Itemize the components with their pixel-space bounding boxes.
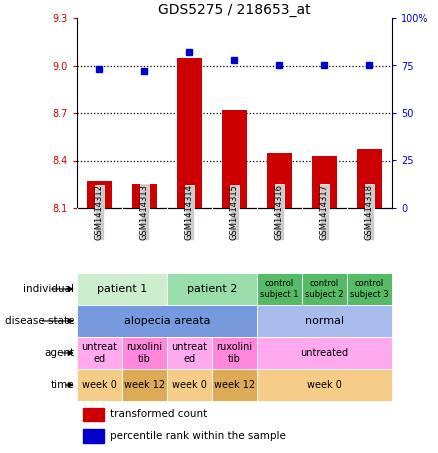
Bar xyxy=(357,149,382,208)
Text: patient 2: patient 2 xyxy=(187,284,237,294)
Bar xyxy=(77,369,122,401)
Text: control
subject 1: control subject 1 xyxy=(260,280,299,299)
Bar xyxy=(177,58,201,208)
Text: GSM1414316: GSM1414316 xyxy=(275,184,284,241)
Text: transformed count: transformed count xyxy=(110,410,207,419)
Text: GSM1414318: GSM1414318 xyxy=(365,184,374,241)
Bar xyxy=(132,184,157,208)
Bar xyxy=(302,273,347,305)
Title: GDS5275 / 218653_at: GDS5275 / 218653_at xyxy=(158,3,311,17)
Text: week 0: week 0 xyxy=(172,380,207,390)
Bar xyxy=(267,153,292,208)
Bar xyxy=(167,273,257,305)
Text: untreat
ed: untreat ed xyxy=(81,342,117,364)
Bar xyxy=(257,305,392,337)
Bar xyxy=(87,181,112,208)
Text: untreat
ed: untreat ed xyxy=(171,342,207,364)
Text: week 12: week 12 xyxy=(124,380,165,390)
Bar xyxy=(257,273,302,305)
Bar xyxy=(347,273,392,305)
Bar xyxy=(83,408,104,421)
Bar xyxy=(257,337,392,369)
Text: alopecia areata: alopecia areata xyxy=(124,316,210,326)
Text: untreated: untreated xyxy=(300,348,349,358)
Text: week 12: week 12 xyxy=(214,380,255,390)
Text: week 0: week 0 xyxy=(82,380,117,390)
Text: GSM1414312: GSM1414312 xyxy=(95,185,104,241)
Bar xyxy=(312,156,337,208)
Text: patient 1: patient 1 xyxy=(96,284,147,294)
Text: individual: individual xyxy=(23,284,74,294)
Text: GSM1414315: GSM1414315 xyxy=(230,185,239,241)
Text: time: time xyxy=(51,380,74,390)
Bar xyxy=(83,429,104,443)
Bar xyxy=(77,337,122,369)
Text: ruxolini
tib: ruxolini tib xyxy=(216,342,252,364)
Bar xyxy=(257,369,392,401)
Bar xyxy=(122,369,167,401)
Bar xyxy=(222,110,247,208)
Text: ruxolini
tib: ruxolini tib xyxy=(126,342,162,364)
Bar xyxy=(212,337,257,369)
Text: disease state: disease state xyxy=(5,316,74,326)
Text: GSM1414317: GSM1414317 xyxy=(320,184,329,241)
Text: percentile rank within the sample: percentile rank within the sample xyxy=(110,431,286,441)
Text: control
subject 3: control subject 3 xyxy=(350,280,389,299)
Bar xyxy=(167,337,212,369)
Text: week 0: week 0 xyxy=(307,380,342,390)
Text: normal: normal xyxy=(305,316,344,326)
Text: GSM1414313: GSM1414313 xyxy=(140,184,149,241)
Bar xyxy=(77,305,257,337)
Bar xyxy=(122,337,167,369)
Bar xyxy=(167,369,212,401)
Text: agent: agent xyxy=(44,348,74,358)
Text: control
subject 2: control subject 2 xyxy=(305,280,344,299)
Bar xyxy=(77,273,167,305)
Text: GSM1414314: GSM1414314 xyxy=(185,185,194,241)
Bar xyxy=(212,369,257,401)
